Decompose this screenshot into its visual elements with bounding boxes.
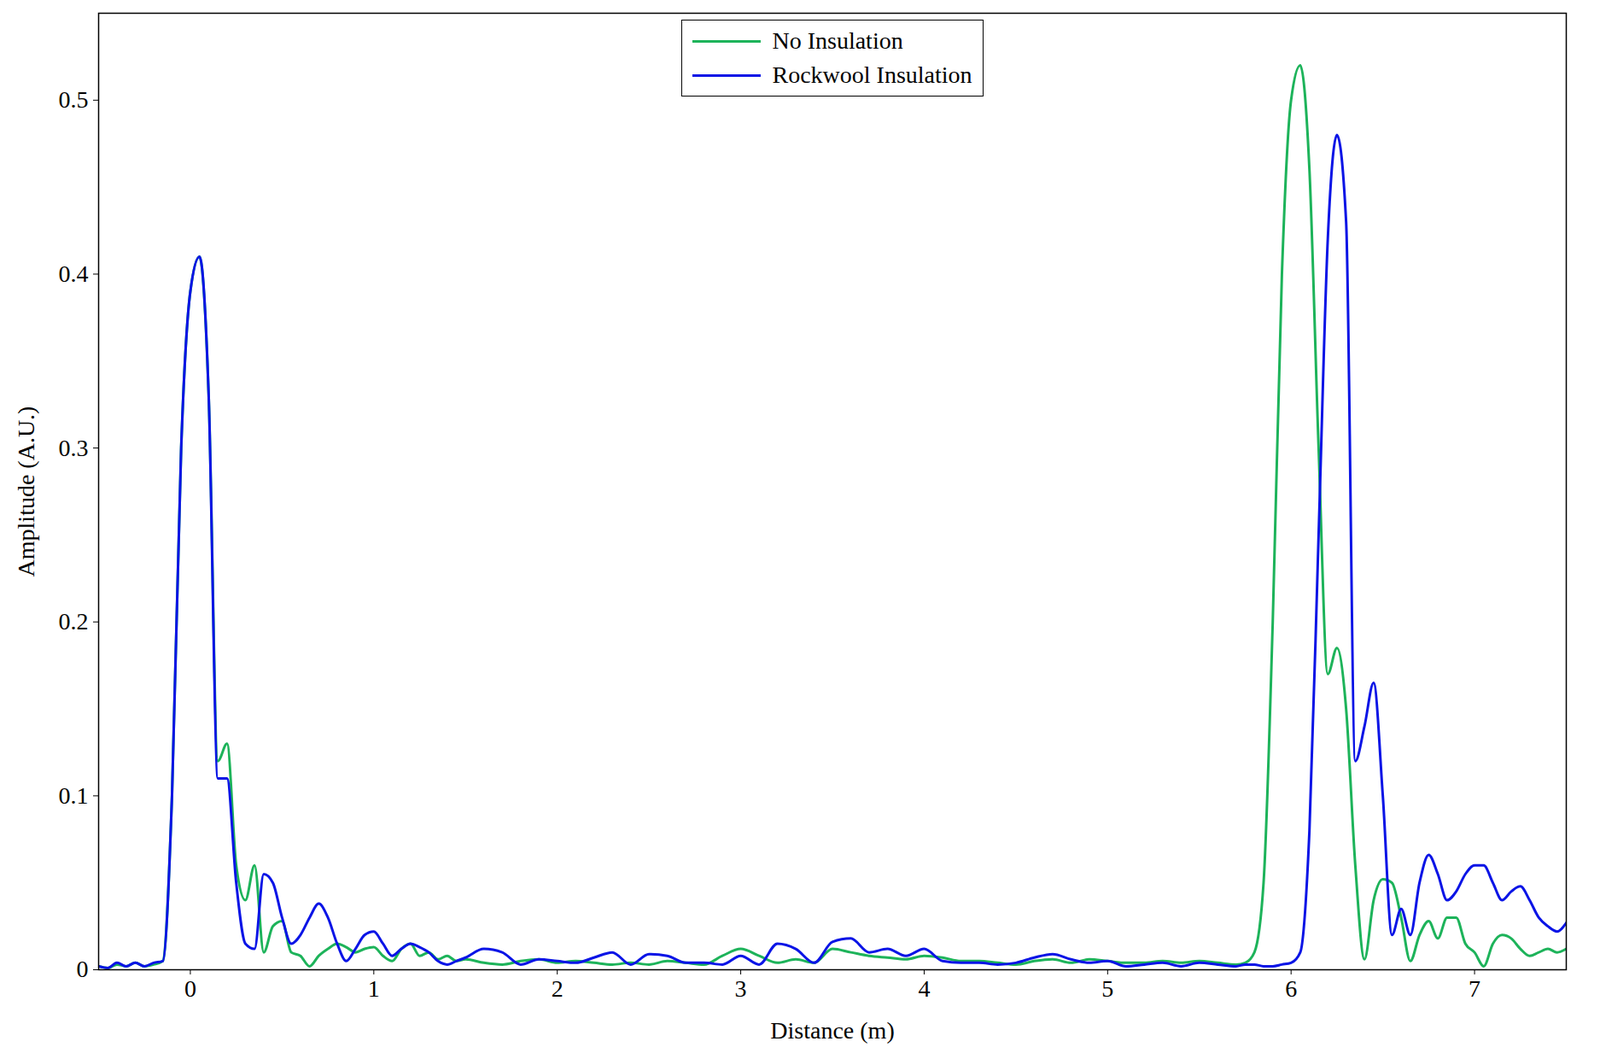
svg-text:0.5: 0.5: [58, 86, 89, 113]
svg-text:0.4: 0.4: [58, 260, 89, 287]
svg-text:0.1: 0.1: [58, 782, 89, 809]
svg-text:2: 2: [551, 975, 564, 1002]
svg-text:0: 0: [76, 955, 89, 982]
svg-text:0: 0: [184, 975, 197, 1002]
svg-text:1: 1: [367, 975, 380, 1002]
svg-text:7: 7: [1468, 975, 1481, 1002]
svg-text:Distance (m): Distance (m): [770, 1016, 894, 1044]
svg-text:0.2: 0.2: [58, 607, 89, 635]
html-text:No Insulation: No Insulation: [772, 27, 904, 54]
svg-text:5: 5: [1101, 975, 1114, 1002]
svg-text:0.3: 0.3: [58, 434, 89, 462]
svg-text:Amplitude (A.U.): Amplitude (A.U.): [12, 406, 40, 578]
svg-text:6: 6: [1284, 975, 1297, 1002]
svg-text:3: 3: [735, 975, 748, 1002]
svg-text:4: 4: [917, 975, 930, 1002]
html-text:Rockwool Insulation: Rockwool Insulation: [772, 61, 973, 88]
